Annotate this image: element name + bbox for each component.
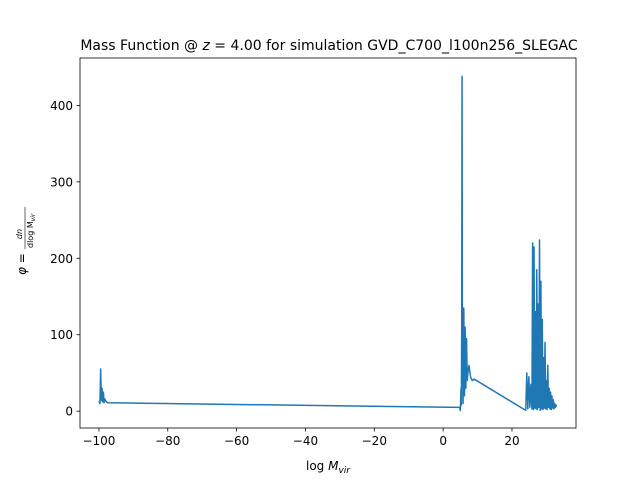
- series-line-mass_function: [98, 75, 558, 412]
- x-tick-label: −40: [293, 434, 318, 448]
- x-tick-label: −20: [362, 434, 387, 448]
- x-tick-label: −100: [82, 434, 115, 448]
- y-axis-label-numerator: dn: [15, 229, 24, 239]
- x-axis-ticks: −100 −80 −60 −40 −20 0 20: [82, 428, 520, 448]
- x-tick-label: −80: [155, 434, 180, 448]
- x-axis-label: log Mvir: [306, 459, 351, 476]
- y-tick-label: 100: [50, 328, 73, 342]
- x-tick-label: 20: [504, 434, 519, 448]
- y-axis-label-phi: φ =: [15, 253, 29, 275]
- y-axis-label: φ = dn dlog Mvir: [15, 207, 37, 275]
- y-tick-label: 400: [50, 99, 73, 113]
- y-axis-label-denominator: dlog Mvir: [26, 213, 37, 248]
- x-tick-label: 0: [439, 434, 447, 448]
- y-tick-label: 300: [50, 175, 73, 189]
- axes-frame: [79, 57, 577, 429]
- plot-area: −100 −80 −60 −40 −20 0 20 0 100 200 300 400: [50, 57, 577, 448]
- x-tick-label: −60: [224, 434, 249, 448]
- y-tick-label: 0: [65, 405, 73, 419]
- series-layer: [98, 75, 558, 412]
- chart-title: Mass Function @ z = 4.00 for simulation …: [80, 38, 578, 54]
- y-axis-ticks: 0 100 200 300 400: [50, 99, 80, 419]
- y-tick-label: 200: [50, 252, 73, 266]
